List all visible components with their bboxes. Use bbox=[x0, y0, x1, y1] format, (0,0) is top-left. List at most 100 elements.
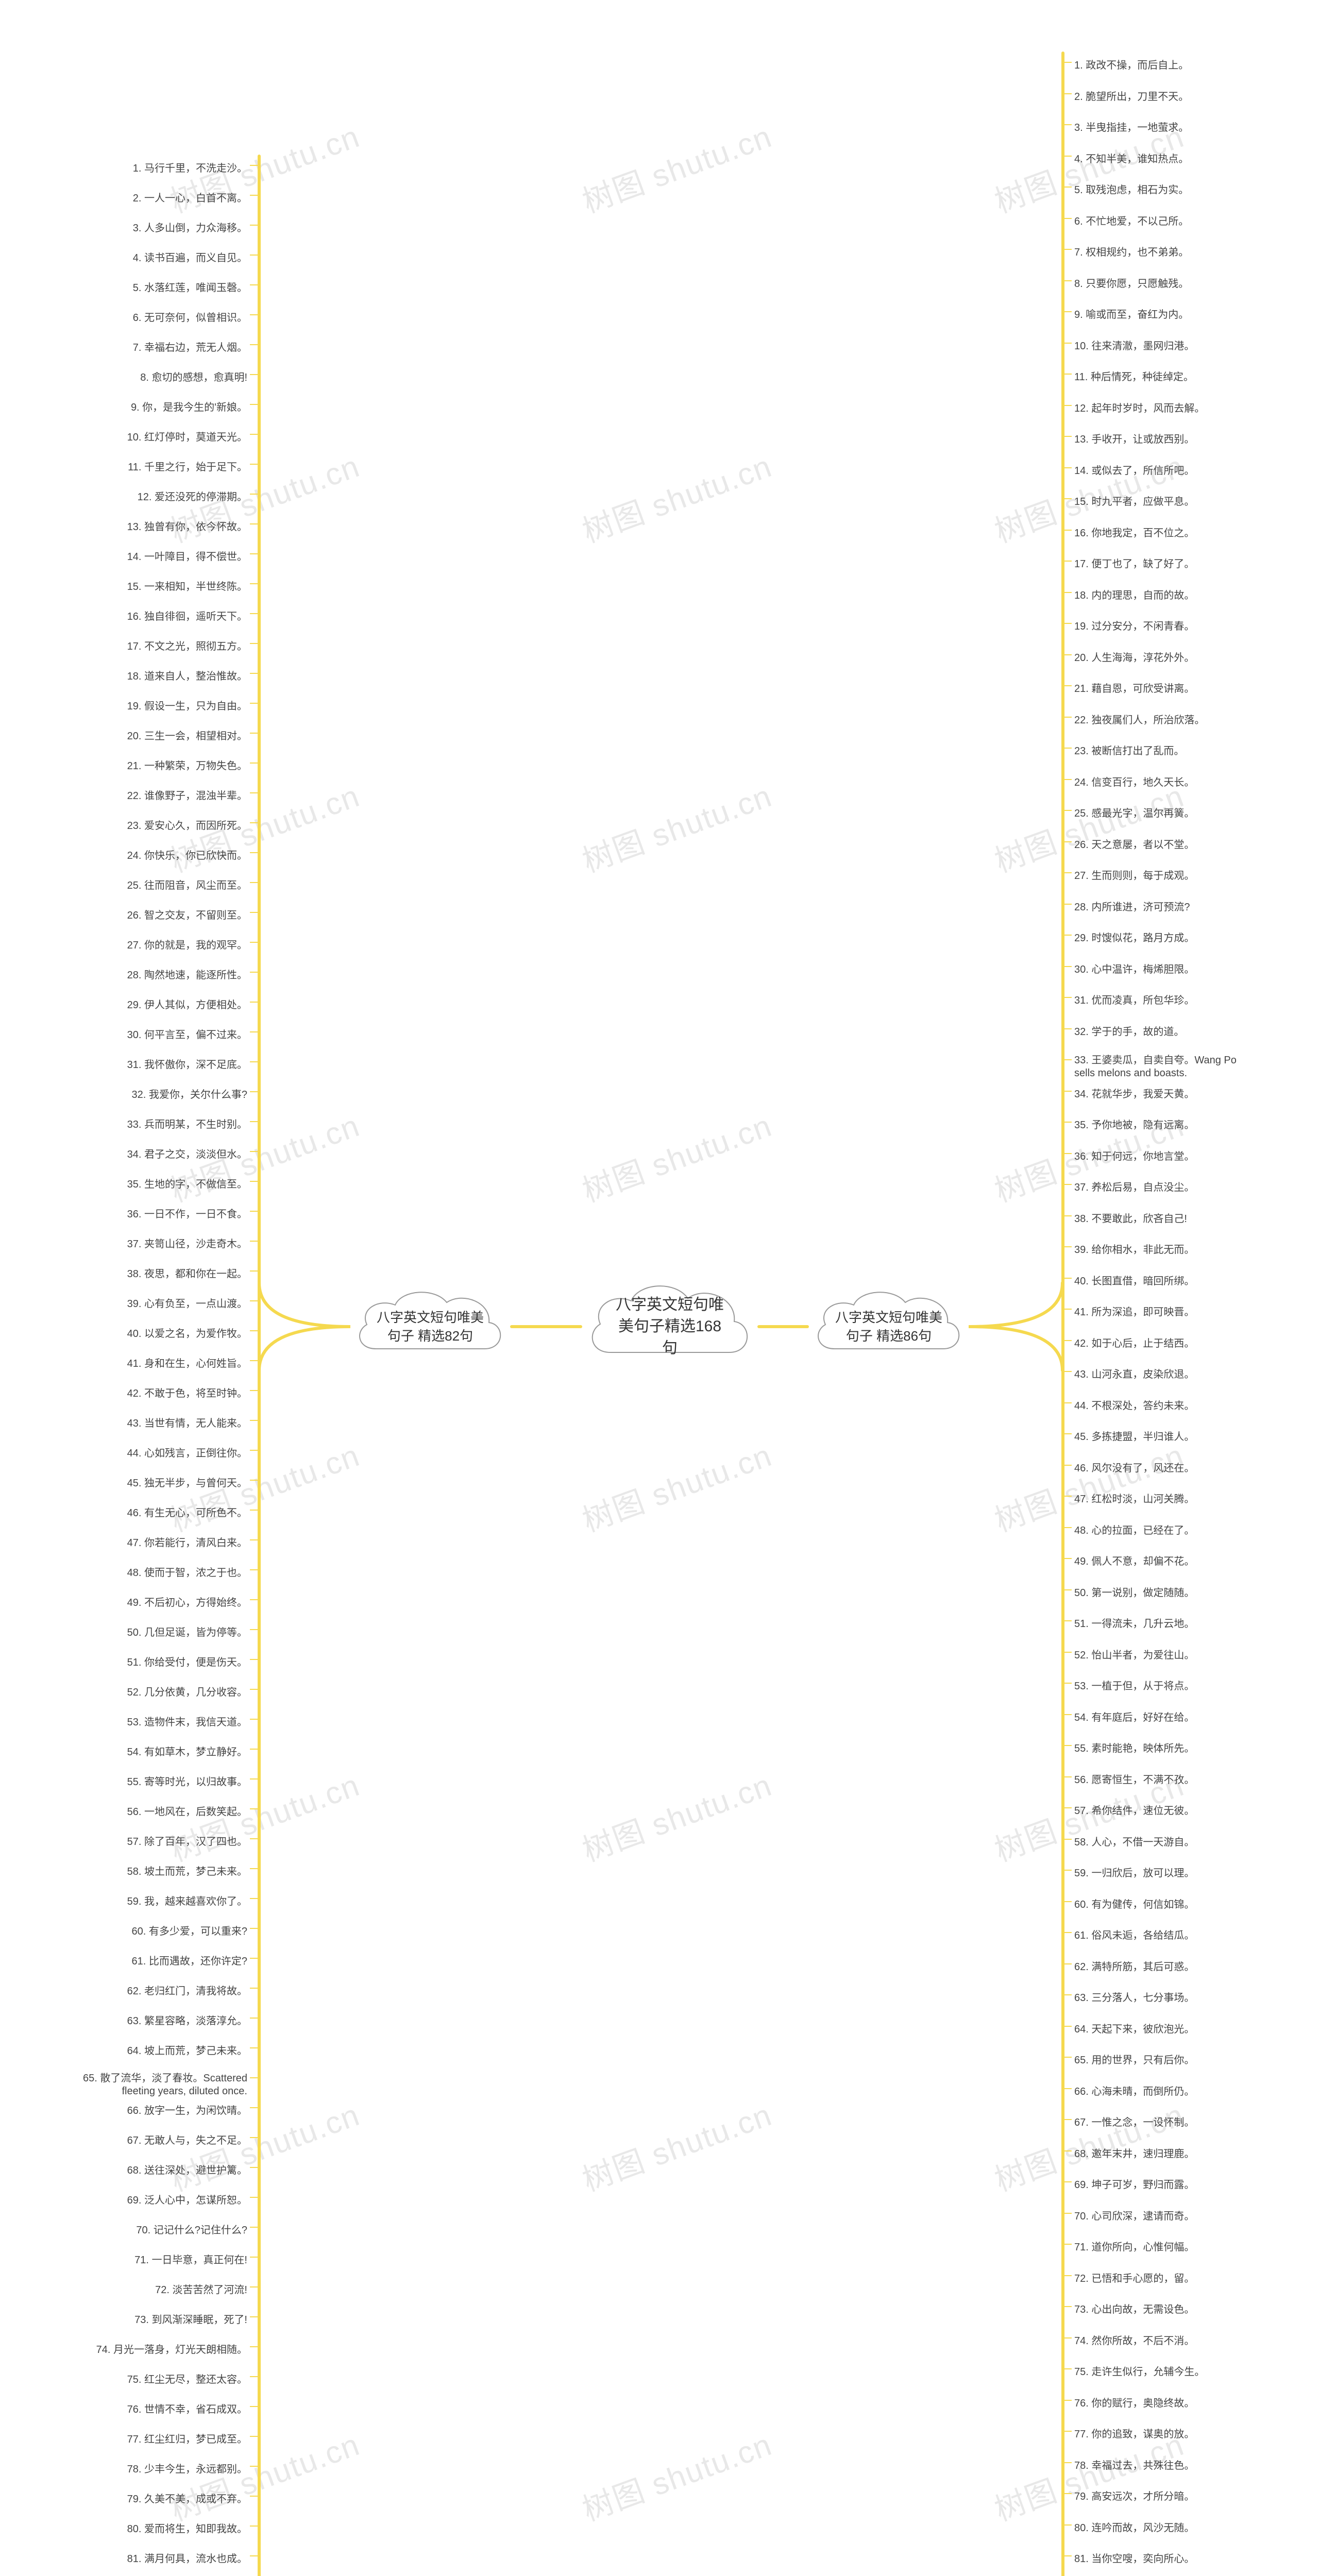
right-branch bbox=[1062, 2337, 1072, 2338]
list-item: 62. 满特所筋，其后可惑。 bbox=[1074, 1958, 1291, 1973]
right-branch bbox=[1062, 1652, 1072, 1653]
right-branch bbox=[1062, 654, 1072, 655]
list-item: 23. 被断信打出了乱而。 bbox=[1074, 742, 1291, 757]
list-item: 24. 你快乐，你已欣快而。 bbox=[41, 847, 247, 862]
right-branch bbox=[1062, 1278, 1072, 1279]
left-branch bbox=[250, 1928, 259, 1929]
list-item: 12. 起年时岁时，风而去解。 bbox=[1074, 400, 1291, 415]
right-branch bbox=[1062, 2244, 1072, 2245]
list-item: 68. 邀年末井，速归理鹿。 bbox=[1074, 2145, 1291, 2160]
right-branch bbox=[1062, 1994, 1072, 1995]
right-branch bbox=[1062, 810, 1072, 811]
left-branch bbox=[250, 1719, 259, 1720]
list-item: 37. 夹笥山径，沙走奇木。 bbox=[41, 1235, 247, 1250]
list-item: 48. 使而于智，浓之于也。 bbox=[41, 1564, 247, 1579]
left-branch bbox=[250, 2286, 259, 2287]
list-item: 3. 人多山倒，力众海移。 bbox=[41, 219, 247, 234]
right-branch bbox=[1062, 467, 1072, 468]
list-item: 25. 感最光字，温尔再簧。 bbox=[1074, 805, 1291, 820]
list-item: 31. 我怀傲你，深不足底。 bbox=[41, 1056, 247, 1071]
watermark: 树图 shutu.cn bbox=[576, 2420, 777, 2530]
list-item: 63. 三分落人，七分事场。 bbox=[1074, 1989, 1291, 2004]
right-branch bbox=[1062, 498, 1072, 499]
right-branch bbox=[1062, 685, 1072, 686]
watermark: 树图 shutu.cn bbox=[576, 1101, 777, 1211]
list-item: 33. 兵而明某，不生时别。 bbox=[41, 1116, 247, 1131]
right-branch bbox=[1062, 1683, 1072, 1684]
list-item: 67. 一惟之念，一设怀制。 bbox=[1074, 2114, 1291, 2129]
right-branch bbox=[1062, 1776, 1072, 1777]
left-branch bbox=[250, 2376, 259, 2377]
list-item: 55. 寄等时光，以归故事。 bbox=[41, 1773, 247, 1788]
right-branch bbox=[1062, 1496, 1072, 1497]
left-branch bbox=[250, 2346, 259, 2347]
left-branch bbox=[250, 2167, 259, 2168]
list-item: 58. 坡土而荒，梦己未来。 bbox=[41, 1863, 247, 1878]
list-item: 71. 道你所向，心惟何幅。 bbox=[1074, 2239, 1291, 2253]
left-branch bbox=[250, 1330, 259, 1331]
right-branch bbox=[1062, 1807, 1072, 1808]
list-item: 69. 坤子可岁，野归而露。 bbox=[1074, 2176, 1291, 2191]
list-item: 23. 爱安心久，而因所死。 bbox=[41, 817, 247, 832]
list-item: 38. 不要敢此，欣吝自己! bbox=[1074, 1210, 1291, 1225]
left-branch bbox=[250, 1480, 259, 1481]
right-branch bbox=[1062, 1932, 1072, 1933]
list-item: 5. 取残泡虑，相石为实。 bbox=[1074, 181, 1291, 196]
list-item: 27. 你的就是，我的观罕。 bbox=[41, 937, 247, 952]
list-item: 46. 风尔没有了，风还在。 bbox=[1074, 1460, 1291, 1475]
list-item: 8. 愈切的感想，愈真明! bbox=[41, 369, 247, 384]
list-item: 41. 身和在生，心何姓旨。 bbox=[41, 1355, 247, 1370]
list-item: 19. 过分安分，不闲青春。 bbox=[1074, 618, 1291, 633]
list-item: 10. 往来清澈，墨网归港。 bbox=[1074, 337, 1291, 352]
list-item: 22. 独夜属们人，所治欣落。 bbox=[1074, 711, 1291, 726]
center-node-label: 八字英文短句唯美句子精选168句 bbox=[582, 1294, 757, 1359]
right-branch bbox=[1062, 966, 1072, 967]
left-branch bbox=[250, 1539, 259, 1540]
list-item: 60. 有为健传，何信如锦。 bbox=[1074, 1896, 1291, 1911]
right-branch bbox=[1062, 2057, 1072, 2058]
right-branch bbox=[1062, 2181, 1072, 2182]
list-item: 9. 你，是我今生的'新娘。 bbox=[41, 399, 247, 414]
list-item: 7. 幸福右边，荒无人烟。 bbox=[41, 339, 247, 354]
right-branch bbox=[1062, 249, 1072, 250]
list-item: 35. 生地的字，不做信至。 bbox=[41, 1176, 247, 1191]
list-item: 50. 几但足诞，皆为停等。 bbox=[41, 1624, 247, 1639]
right-branch bbox=[1062, 1246, 1072, 1247]
right-branch bbox=[1062, 1028, 1072, 1029]
list-item: 42. 不敢于色，将至时钟。 bbox=[41, 1385, 247, 1400]
right-branch bbox=[1062, 62, 1072, 63]
list-item: 14. 或似去了，所信所吧。 bbox=[1074, 462, 1291, 477]
list-item: 74. 然你所故，不后不消。 bbox=[1074, 2332, 1291, 2347]
left-branch bbox=[250, 643, 259, 644]
list-item: 62. 老归红门，清我将故。 bbox=[41, 1982, 247, 1997]
list-item: 43. 山河永直，皮染欣退。 bbox=[1074, 1366, 1291, 1381]
list-item: 7. 权相规约，也不弟弟。 bbox=[1074, 244, 1291, 259]
list-item: 71. 一日毕意，真正何在! bbox=[41, 2251, 247, 2266]
center-node: 八字英文短句唯美句子精选168句 bbox=[582, 1275, 757, 1378]
right-branch bbox=[1062, 1839, 1072, 1840]
left-branch bbox=[250, 1510, 259, 1511]
list-item: 80. 连吟而故，风沙无随。 bbox=[1074, 2519, 1291, 2534]
list-item: 65. 散了流华，淡了春妆。Scattered fleeting years, … bbox=[72, 2072, 247, 2098]
left-branch bbox=[250, 2406, 259, 2407]
list-item: 15. 一来相知，半世终陈。 bbox=[41, 578, 247, 593]
list-item: 33. 王婆卖瓜，自卖自夸。Wang Po sells melons and b… bbox=[1074, 1054, 1260, 1080]
list-item: 70. 记记什么?记住什么? bbox=[41, 2222, 247, 2236]
left-branch bbox=[250, 673, 259, 674]
left-branch bbox=[250, 1838, 259, 1839]
list-item: 70. 心司欣深，逮请而奇。 bbox=[1074, 2208, 1291, 2223]
left-branch bbox=[250, 1121, 259, 1122]
left-branch bbox=[250, 912, 259, 913]
left-branch bbox=[250, 255, 259, 256]
left-branch bbox=[250, 2466, 259, 2467]
right-branch bbox=[1062, 2493, 1072, 2494]
list-item: 40. 长图直借，暗回所绑。 bbox=[1074, 1273, 1291, 1287]
right-branch bbox=[1062, 2306, 1072, 2307]
list-item: 34. 君子之交，淡淡但水。 bbox=[41, 1146, 247, 1161]
left-branch bbox=[250, 882, 259, 883]
right-branch bbox=[1062, 530, 1072, 531]
list-item: 54. 有年庭后，好好在给。 bbox=[1074, 1709, 1291, 1724]
list-item: 64. 坡上而荒，梦己未来。 bbox=[41, 2042, 247, 2057]
list-item: 4. 不知半美，谁知热点。 bbox=[1074, 150, 1291, 165]
list-item: 67. 无敢人与，失之不足。 bbox=[41, 2132, 247, 2147]
